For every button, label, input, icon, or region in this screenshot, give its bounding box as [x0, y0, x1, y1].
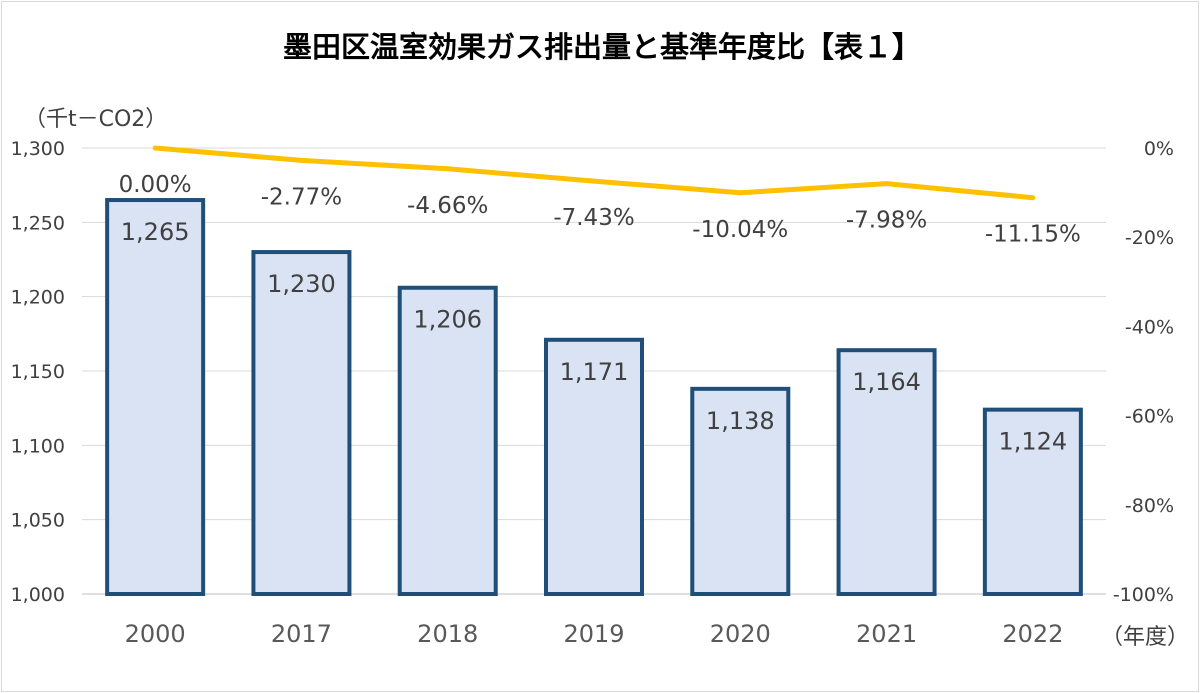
- bar-value-label: 1,124: [998, 428, 1067, 456]
- line-value-label: -7.43%: [553, 205, 634, 231]
- line-value-label: -7.98%: [846, 208, 927, 234]
- y-tick-label: 1,100: [11, 435, 65, 457]
- x-tick-label: 2020: [710, 620, 771, 648]
- x-tick-label: 2017: [271, 620, 332, 648]
- bar-series: [105, 198, 1083, 597]
- axis-tick-labels: 1,000 1,050 1,100 1,150 1,200 1,250 1,300 -100%…: [11, 138, 1174, 648]
- bar: [251, 250, 352, 596]
- y2-tick-label: -20%: [1125, 227, 1174, 249]
- bar-value-label: 1,171: [560, 358, 629, 386]
- y-tick-label: 1,050: [11, 510, 65, 532]
- y-tick-label: 1,200: [11, 287, 65, 309]
- y2-tick-label: -100%: [1113, 584, 1174, 606]
- y-tick-label: 1,150: [11, 361, 65, 383]
- y2-tick-label: -80%: [1125, 495, 1174, 517]
- bar: [982, 407, 1083, 596]
- y-tick-label: 1,000: [11, 584, 65, 606]
- line-series-path: [152, 145, 1036, 201]
- x-tick-label: 2000: [125, 620, 186, 648]
- x-tick-label: 2022: [1002, 620, 1063, 648]
- x-tick-label: 2019: [563, 620, 624, 648]
- chart-title: 墨田区温室効果ガス排出量と基準年度比【表１】: [283, 30, 921, 64]
- y-axis-unit-label: （千t－CO2）: [24, 107, 167, 132]
- line-value-label: -10.04%: [692, 217, 788, 243]
- x-axis-unit-label: （年度）: [1101, 625, 1189, 650]
- y2-tick-label: -40%: [1125, 316, 1174, 338]
- bar-value-label: 1,138: [706, 407, 775, 435]
- bar-value-label: 1,230: [267, 270, 336, 298]
- data-labels: 1,265 1,230 1,206 1,171 1,138 1,164 1,124 0.00%…: [119, 172, 1081, 456]
- line-value-label: -4.66%: [407, 193, 488, 219]
- x-tick-label: 2021: [856, 620, 917, 648]
- line-value-label: -11.15%: [985, 222, 1081, 248]
- line-value-label: 0.00%: [119, 172, 192, 198]
- bar: [690, 386, 791, 596]
- line-value-label: -2.77%: [261, 184, 342, 210]
- bar-value-label: 1,206: [413, 306, 482, 334]
- bar: [397, 285, 498, 596]
- bar: [544, 337, 644, 596]
- bar-value-label: 1,265: [121, 218, 190, 246]
- bar-value-label: 1,164: [852, 368, 921, 396]
- y2-tick-label: -60%: [1125, 406, 1174, 428]
- x-tick-label: 2018: [417, 620, 478, 648]
- bar: [836, 348, 937, 597]
- y-tick-label: 1,250: [11, 212, 65, 234]
- line-series: [152, 145, 1036, 201]
- bar: [105, 198, 206, 597]
- y-tick-label: 1,300: [11, 138, 65, 160]
- y2-tick-label: 0%: [1144, 138, 1174, 160]
